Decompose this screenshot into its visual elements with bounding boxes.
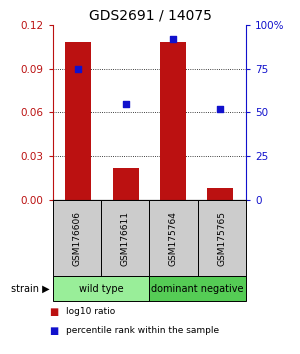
Bar: [207, 188, 233, 200]
Text: GSM175764: GSM175764: [169, 211, 178, 266]
Point: [170, 36, 175, 42]
Text: strain ▶: strain ▶: [11, 284, 50, 293]
Bar: [65, 42, 92, 200]
Bar: [113, 168, 139, 200]
Text: GDS2691 / 14075: GDS2691 / 14075: [88, 9, 212, 23]
Text: log10 ratio: log10 ratio: [66, 307, 115, 316]
Text: percentile rank within the sample: percentile rank within the sample: [66, 326, 219, 336]
Text: wild type: wild type: [79, 284, 123, 293]
Text: dominant negative: dominant negative: [152, 284, 244, 293]
Text: ■: ■: [50, 326, 59, 336]
Point: [218, 106, 222, 112]
Text: GSM176611: GSM176611: [121, 211, 130, 266]
Text: GSM176606: GSM176606: [72, 211, 81, 266]
Point: [76, 66, 81, 72]
Point: [123, 101, 128, 107]
Bar: [160, 42, 186, 200]
Text: ■: ■: [50, 307, 59, 316]
Text: GSM175765: GSM175765: [217, 211, 226, 266]
